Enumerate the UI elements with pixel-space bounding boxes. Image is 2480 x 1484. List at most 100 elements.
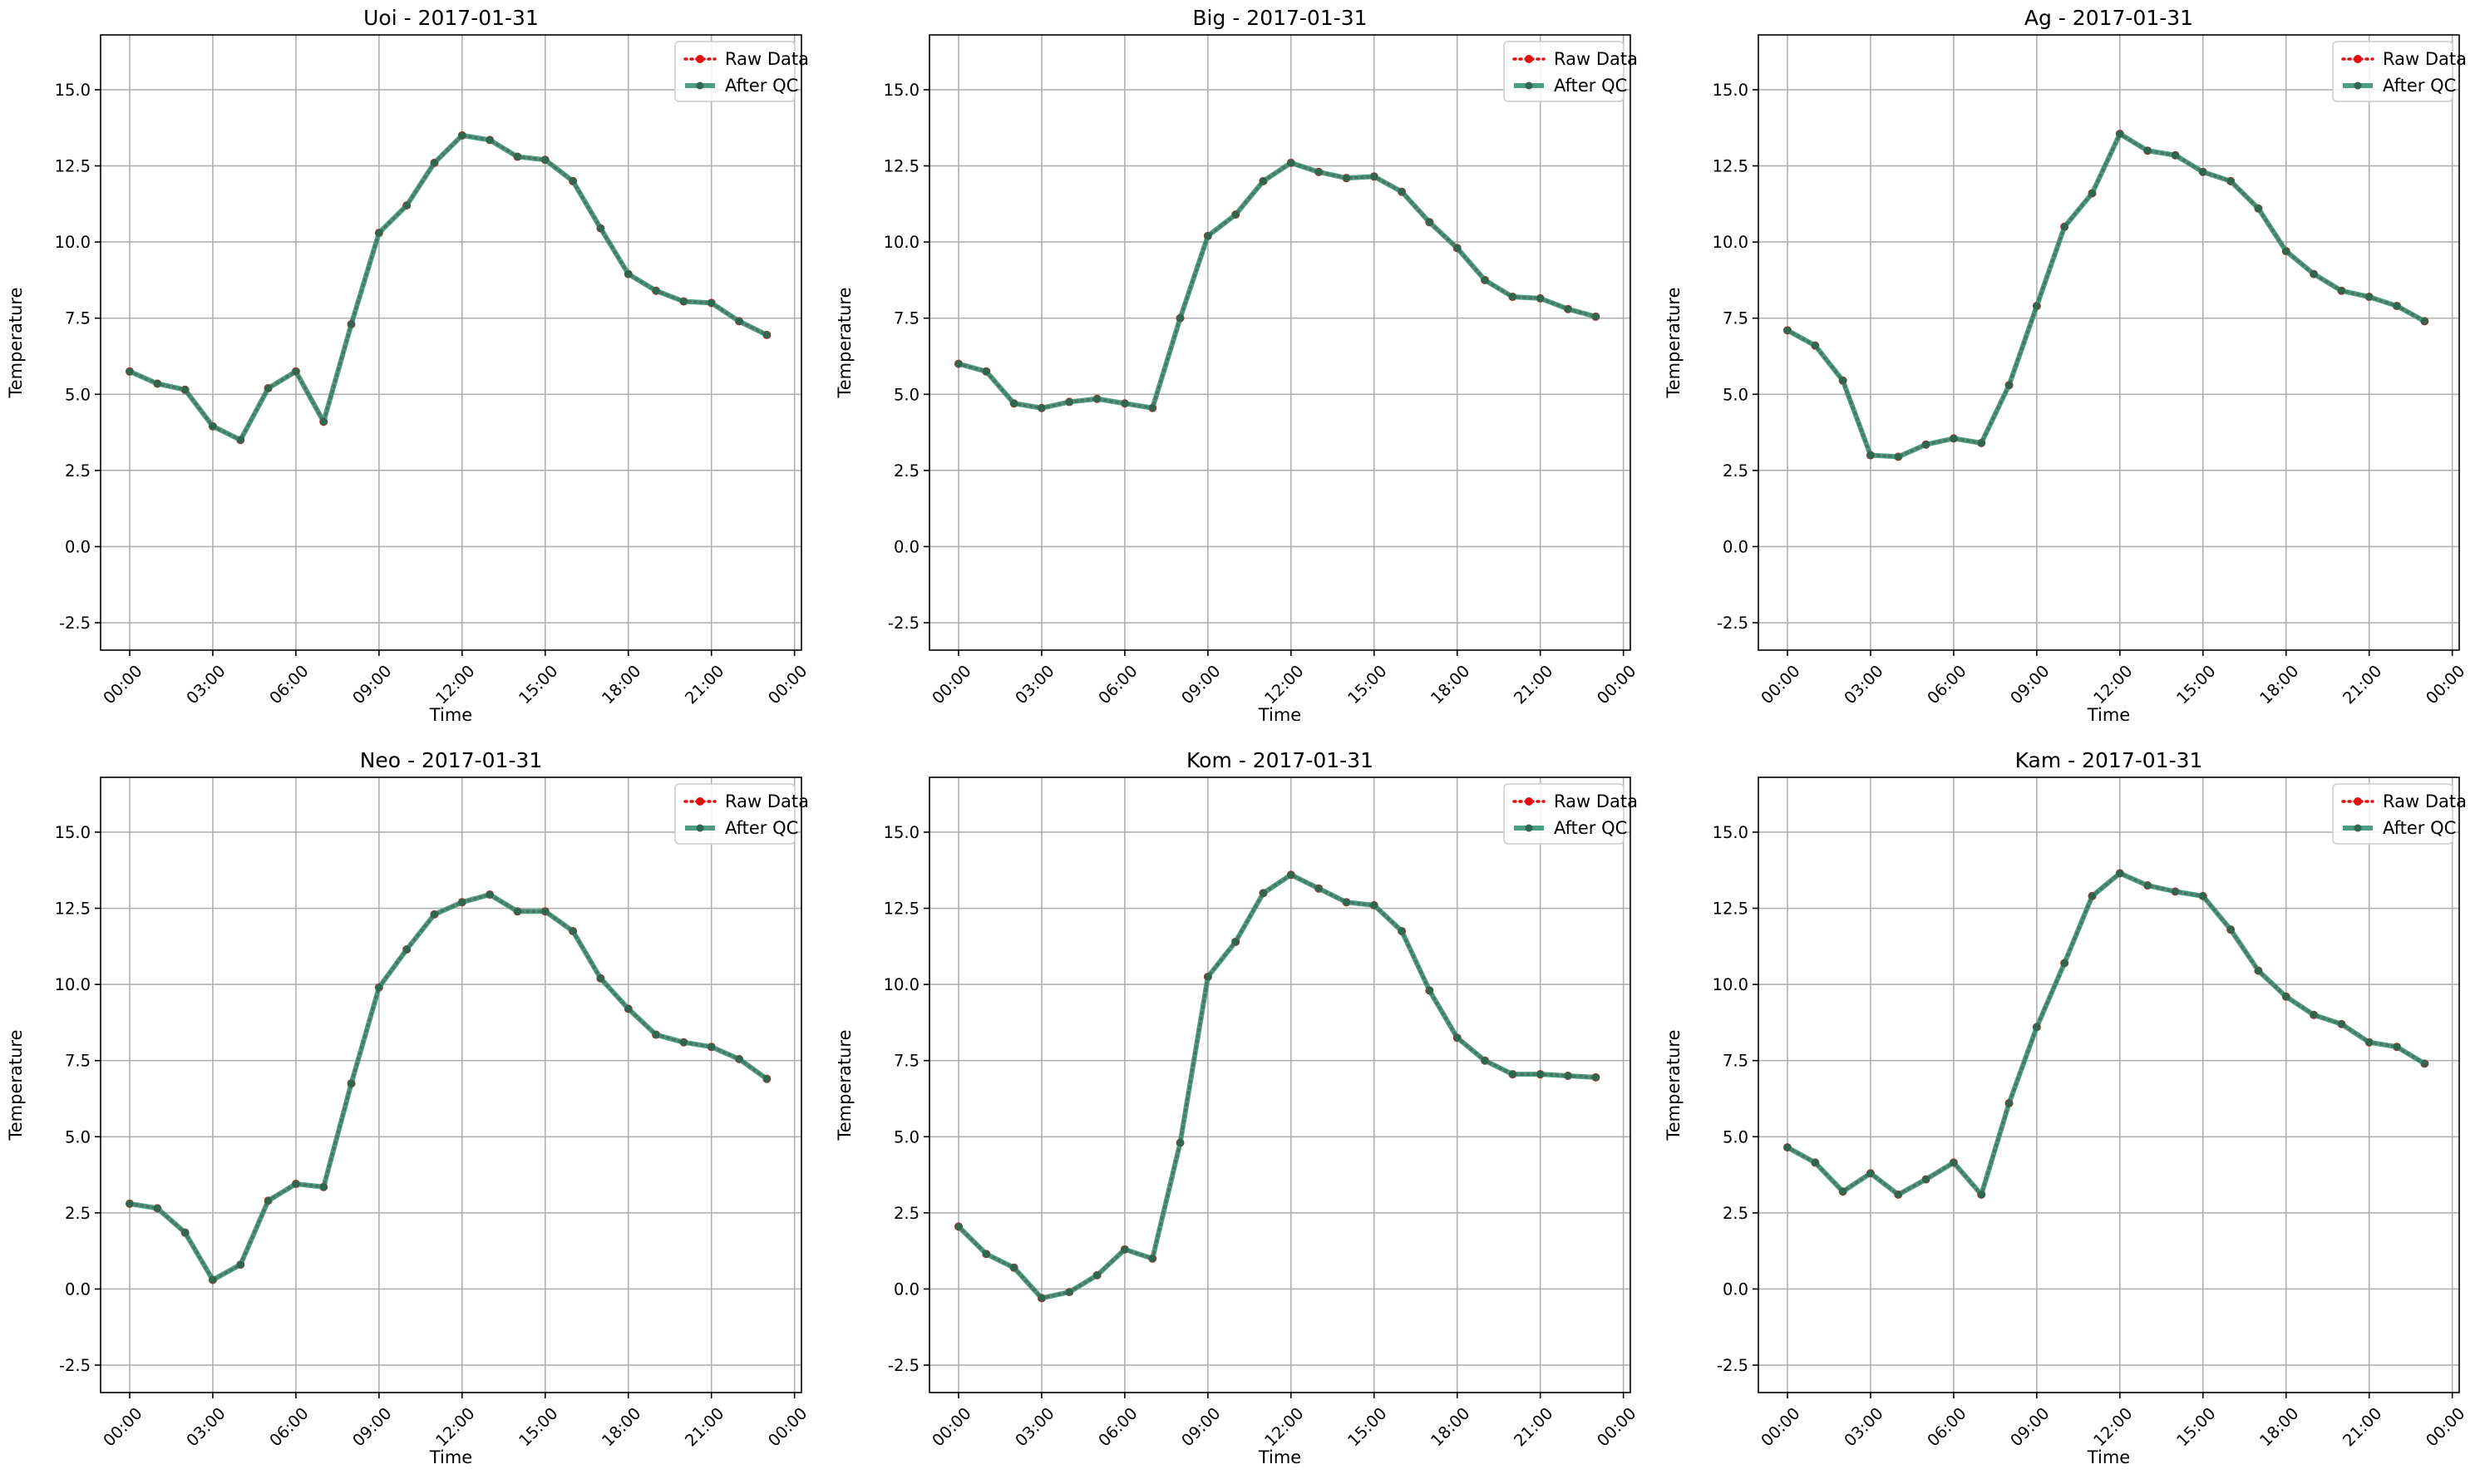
chart-4-after-qc-point [402, 945, 411, 954]
chart-5-legend-qc-label: After QC [1554, 818, 1627, 838]
chart-4-after-qc-point [708, 1043, 716, 1051]
chart-6-after-qc-point [2060, 959, 2068, 967]
chart-4-after-qc-point [679, 1038, 688, 1047]
chart-5-after-qc-point [982, 1250, 990, 1258]
chart-1-x-tick-label: 06:00 [266, 661, 313, 707]
chart-6-after-qc-point [2254, 967, 2262, 975]
chart-6-after-qc-point [2005, 1099, 2014, 1107]
chart-3-y-tick-label: 10.0 [1713, 233, 1748, 252]
chart-1-after-qc-point [153, 379, 161, 387]
chart-1-after-qc-point [458, 131, 466, 140]
chart-2-after-qc-point [1065, 397, 1073, 406]
chart-1-x-tick-label: 15:00 [515, 661, 562, 707]
chart-4-x-tick-label: 00:00 [100, 1403, 146, 1450]
chart-5-legend-qc-marker [1525, 824, 1533, 832]
chart-3-after-qc-point [1811, 342, 1819, 350]
chart-3-after-qc-point [2282, 247, 2290, 255]
chart-4-after-qc-line [129, 892, 769, 1283]
chart-6-x-tick-label: 03:00 [1841, 1403, 1887, 1450]
chart-1-y-tick-label: 7.5 [65, 309, 91, 328]
chart-1-after-qc-line [128, 132, 768, 443]
chart-2-y-tick-label: 5.0 [894, 385, 920, 404]
chart-3-x-tick-label: 15:00 [2173, 661, 2220, 707]
chart-6-x-tick-label: 09:00 [2007, 1403, 2054, 1450]
chart-1-y-tick-label: 0.0 [65, 537, 91, 556]
chart-2-after-qc-point [1148, 404, 1156, 412]
chart-2-y-tick-label: 12.5 [884, 157, 920, 176]
chart-3-after-qc-point [2337, 287, 2345, 295]
chart-4-x-tick-label: 21:00 [681, 1403, 727, 1450]
chart-2-x-tick-label: 00:00 [929, 661, 975, 707]
chart-6: 00:00 03:00 06:00 09:00 12:00 15:00 18:00 21:00… [1664, 748, 2468, 1467]
chart-3-x-tick-label: 21:00 [2339, 661, 2385, 707]
chart-3-y-tick-label: 2.5 [1723, 461, 1748, 481]
chart-1-y-tick-label: -2.5 [59, 614, 91, 633]
chart-1-after-qc-point [652, 287, 660, 295]
chart-6-after-qc-point [2088, 892, 2097, 900]
chart-4-y-tick-label: 5.0 [65, 1127, 91, 1146]
chart-5-after-qc-line [956, 872, 1596, 1301]
chart-3-after-qc-point [2393, 302, 2401, 310]
chart-2-y-tick-label: -2.5 [888, 614, 920, 633]
chart-4-after-qc-point [292, 1180, 300, 1188]
chart-5-x-tick-label: 00:00 [929, 1403, 975, 1450]
chart-5-y-tick-label: 5.0 [894, 1127, 920, 1146]
chart-5-x-tick-label: 15:00 [1344, 1403, 1391, 1450]
chart-5-y-axis-label: Temperature [835, 1029, 855, 1141]
chart-1-after-qc-point [319, 417, 328, 426]
chart-4-after-qc-point [569, 927, 577, 935]
chart-1-after-qc-point [513, 153, 521, 161]
chart-1-y-tick-label: 12.5 [55, 157, 91, 176]
chart-4-after-qc-point [431, 910, 439, 919]
chart-4-after-qc-point [762, 1075, 771, 1083]
chart-1-x-axis-label: Time [429, 705, 472, 725]
chart-4-axes-frame [100, 777, 802, 1393]
chart-1-x-tick-label: 21:00 [681, 661, 727, 707]
chart-5-after-qc-point [1010, 1264, 1018, 1272]
chart-4-after-qc-point [348, 1079, 356, 1087]
chart-6-x-tick-label: 21:00 [2339, 1403, 2385, 1450]
chart-3-after-qc-point [1783, 326, 1792, 334]
chart-1-y-tick-label: 15.0 [55, 81, 91, 100]
chart-3-after-qc-point [2088, 189, 2097, 197]
chart-5-x-tick-label: 06:00 [1095, 1403, 1141, 1450]
chart-1-legend: Raw Data After QC [674, 41, 809, 102]
chart-3-axes-frame [1758, 34, 2460, 651]
chart-6-raw-data-line [1786, 871, 2427, 1198]
chart-1-after-qc-point [264, 384, 273, 392]
chart-2-after-qc-point [954, 360, 963, 368]
chart-2-legend-raw-label: Raw Data [1554, 49, 1638, 69]
chart-4-x-tick-label: 00:00 [764, 1403, 811, 1450]
chart-2-legend-qc-label: After QC [1554, 76, 1627, 96]
chart-3-after-qc-point [2060, 223, 2068, 231]
chart-4-legend-qc-marker [696, 824, 704, 832]
chart-4-legend-raw-label: Raw Data [725, 791, 809, 811]
chart-5-after-qc-point [1176, 1139, 1185, 1147]
chart-1-after-qc-point [292, 367, 300, 376]
chart-4-after-qc-point [153, 1204, 161, 1212]
chart-5-axes-frame [929, 777, 1631, 1393]
chart-5-x-tick-label: 03:00 [1012, 1403, 1058, 1450]
chart-1-legend-raw-label: Raw Data [725, 49, 809, 69]
chart-2-after-qc-point [1260, 177, 1268, 185]
chart-6-after-qc-point [2365, 1038, 2374, 1047]
chart-3-after-qc-point [1922, 441, 1930, 449]
chart-2-x-tick-label: 09:00 [1178, 661, 1225, 707]
chart-5-x-tick-label: 00:00 [1593, 1403, 1639, 1450]
chart-1-axes-frame [100, 34, 802, 651]
chart-4-after-qc-point [596, 974, 604, 983]
chart-5-x-tick-label: 12:00 [1261, 1403, 1308, 1450]
chart-3-x-tick-label: 00:00 [2422, 661, 2468, 707]
chart-5-y-tick-label: 10.0 [884, 975, 920, 994]
chart-4-after-qc-point [375, 984, 383, 992]
chart-6-legend-raw-marker [2354, 797, 2362, 806]
chart-1-after-qc-point [126, 367, 134, 376]
chart-1-x-tick-label: 12:00 [432, 661, 479, 707]
chart-1-after-qc-point [348, 320, 356, 328]
chart-5-after-qc-point [1591, 1073, 1600, 1082]
chart-5-y-tick-label: 7.5 [894, 1052, 920, 1071]
chart-3-x-tick-label: 00:00 [1758, 661, 1804, 707]
chart-1-y-tick-label: 2.5 [65, 461, 91, 481]
chart-6-after-qc-point [1922, 1176, 1930, 1184]
